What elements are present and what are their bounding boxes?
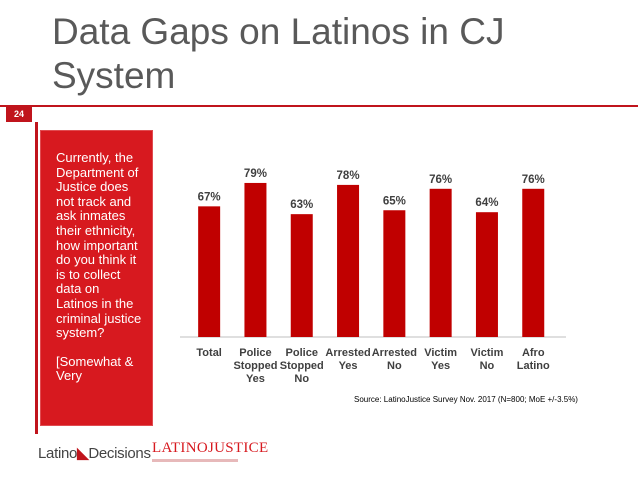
x-tick-label: Victim: [424, 347, 457, 359]
latino-decisions-logo: Latino◣Decisions: [38, 444, 151, 462]
x-tick-label: Afro: [522, 347, 545, 359]
x-tick-label: No: [387, 360, 402, 372]
slide-number: 24: [6, 107, 32, 122]
x-tick-label: Arrested: [325, 347, 370, 359]
latino-justice-logo-part2: JUSTICE: [207, 440, 269, 456]
bar-value-label: 63%: [290, 199, 313, 211]
x-tick-label: Yes: [339, 360, 358, 372]
title-divider: [0, 105, 638, 107]
x-tick-label: Stopped: [280, 360, 324, 372]
survey-question-note: [Somewhat & Very: [56, 353, 134, 384]
bar-value-label: 67%: [198, 191, 221, 203]
x-tick-label: Victim: [471, 347, 504, 359]
bar-value-label: 76%: [429, 174, 452, 186]
bar: [475, 212, 498, 337]
latino-justice-logo-part1: LATINO: [152, 440, 208, 456]
x-tick-label: Police: [286, 347, 318, 359]
latino-decisions-logo-part2: Decisions: [88, 445, 151, 462]
survey-question-text: Currently, the Department of Justice doe…: [56, 150, 142, 341]
bar: [337, 184, 360, 337]
x-tick-label: No: [294, 373, 309, 385]
bar: [244, 182, 267, 337]
bar-value-label: 79%: [244, 168, 267, 180]
latino-justice-logo: LATINOJUSTICE: [152, 440, 268, 462]
bar-value-label: 64%: [475, 197, 498, 209]
bar-value-label: 78%: [337, 170, 360, 182]
x-tick-label: Yes: [431, 360, 450, 372]
latino-decisions-mark-icon: ◣: [77, 445, 89, 462]
x-tick-label: Stopped: [233, 360, 277, 372]
x-tick-label: Latino: [517, 360, 550, 372]
bar-value-label: 65%: [383, 195, 406, 207]
bar: [522, 188, 545, 337]
bar: [198, 206, 221, 337]
x-tick-label: No: [480, 360, 495, 372]
page-title: Data Gaps on Latinos in CJ System: [52, 11, 505, 96]
bar: [429, 188, 452, 337]
x-tick-label: Yes: [246, 373, 265, 385]
x-tick-label: Police: [239, 347, 271, 359]
x-tick-label: Arrested: [372, 347, 417, 359]
bar: [383, 210, 406, 337]
bar-value-label: 76%: [522, 174, 545, 186]
left-accent-stripe: [35, 122, 38, 434]
bar: [290, 214, 313, 337]
latino-decisions-logo-part1: Latino: [38, 445, 78, 462]
x-tick-label: Total: [196, 347, 221, 359]
survey-question-box: Currently, the Department of Justice doe…: [40, 130, 153, 426]
source-note: Source: LatinoJustice Survey Nov. 2017 (…: [354, 395, 578, 404]
latino-justice-underline: [152, 459, 238, 462]
